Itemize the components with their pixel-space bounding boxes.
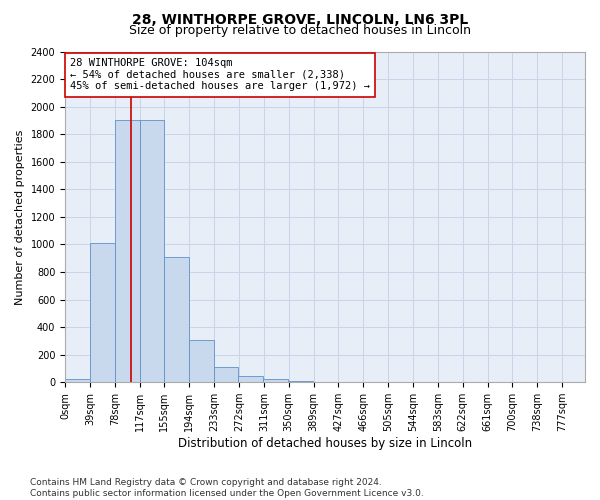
Bar [188,340,214,382]
Bar [90,243,115,382]
Bar [65,380,90,382]
Bar [288,381,313,382]
Bar [115,120,140,382]
Bar [263,379,288,382]
Text: 28, WINTHORPE GROVE, LINCOLN, LN6 3PL: 28, WINTHORPE GROVE, LINCOLN, LN6 3PL [132,12,468,26]
Y-axis label: Number of detached properties: Number of detached properties [15,129,25,304]
X-axis label: Distribution of detached houses by size in Lincoln: Distribution of detached houses by size … [178,437,472,450]
Text: Size of property relative to detached houses in Lincoln: Size of property relative to detached ho… [129,24,471,37]
Bar [214,367,238,382]
Text: 28 WINTHORPE GROVE: 104sqm
← 54% of detached houses are smaller (2,338)
45% of s: 28 WINTHORPE GROVE: 104sqm ← 54% of deta… [70,58,370,92]
Bar [140,120,164,382]
Bar [238,376,263,382]
Bar [164,257,188,382]
Text: Contains HM Land Registry data © Crown copyright and database right 2024.
Contai: Contains HM Land Registry data © Crown c… [30,478,424,498]
